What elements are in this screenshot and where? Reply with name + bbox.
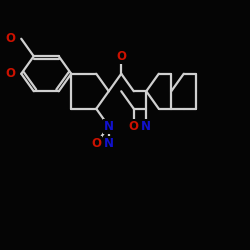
Text: O: O: [104, 137, 114, 150]
Text: N: N: [104, 137, 114, 150]
Text: O: O: [6, 67, 16, 80]
Text: N: N: [141, 120, 151, 133]
Text: O: O: [91, 137, 101, 150]
Text: N: N: [104, 120, 114, 133]
Text: O: O: [6, 32, 16, 45]
Text: O: O: [116, 50, 126, 63]
Text: O: O: [129, 120, 139, 133]
